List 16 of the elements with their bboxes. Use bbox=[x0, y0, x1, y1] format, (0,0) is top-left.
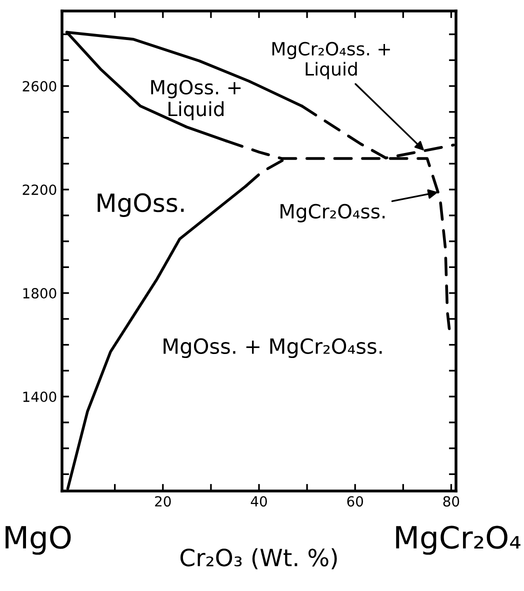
y-tick-label: 1400 bbox=[23, 392, 56, 402]
x-tick-label: 20 bbox=[155, 496, 171, 507]
y-tick-label: 2200 bbox=[22, 184, 56, 196]
x-tick-label: 60 bbox=[347, 496, 364, 507]
y-tick-label: 1800 bbox=[23, 288, 56, 299]
annotation: MgOss. bbox=[98, 193, 184, 218]
x-tick-label: 80 bbox=[443, 496, 460, 507]
text: MgCr₂O₄ bbox=[396, 526, 520, 555]
annotation: MgCr₂O₄ss. + Liquid bbox=[272, 42, 390, 80]
annotation: MgOss. + MgCr₂O₄ss. bbox=[164, 338, 382, 358]
y-tick-label: 2600 bbox=[22, 81, 56, 92]
annotation: MgOss. + Liquid bbox=[151, 80, 241, 120]
x-tick-label: 40 bbox=[250, 496, 267, 507]
text: MgO bbox=[6, 526, 71, 555]
x-axis-title: Cr₂O₃ (Wt. %) bbox=[180, 548, 337, 570]
annotation: MgCr₂O₄ss. bbox=[280, 204, 385, 222]
